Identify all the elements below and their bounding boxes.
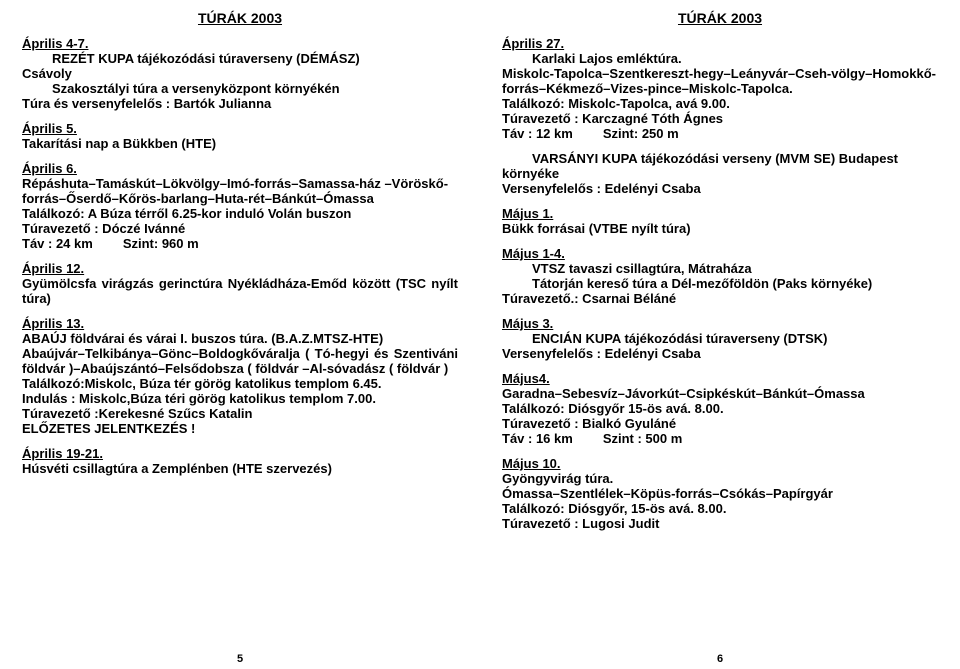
line: Bükk forrásai (VTBE nyílt túra)	[502, 221, 691, 236]
entry-apr-4-7: Április 4-7. REZÉT KUPA tájékozódási túr…	[22, 36, 458, 111]
line: Karlaki Lajos emléktúra.	[502, 51, 938, 66]
entry-apr-12: Április 12. Gyümölcsfa virágzás gerinctú…	[22, 261, 458, 306]
line: Ómassa–Szentlélek–Köpüs-forrás–Csókás–Pa…	[502, 486, 833, 501]
line: Garadna–Sebesvíz–Jávorkút–Csipkéskút–Bán…	[502, 386, 865, 401]
entry-apr-5: Április 5. Takarítási nap a Bükkben (HTE…	[22, 121, 458, 151]
date: Május 10.	[502, 456, 561, 471]
date: Április 6.	[22, 161, 77, 176]
line: Túravezető : Bialkó Gyuláné	[502, 416, 676, 431]
line: Találkozó: Diósgyőr 15-ös avá. 8.00.	[502, 401, 724, 416]
entry-may-1-4: Május 1-4. VTSZ tavaszi csillagtúra, Mát…	[502, 246, 938, 306]
line: Répáshuta–Tamáskút–Lökvölgy–Imó-forrás–S…	[22, 176, 448, 206]
line: Indulás : Miskolc,Búza téri görög katoli…	[22, 391, 376, 406]
line: Találkozó: Miskolc-Tapolca, avá 9.00.	[502, 96, 730, 111]
line: Gyöngyvirág túra.	[502, 471, 613, 486]
line: REZÉT KUPA tájékozódási túraverseny (DÉM…	[22, 51, 458, 66]
line: Találkozó: A Búza térről 6.25-kor induló…	[22, 206, 351, 221]
line: Abaújvár–Telkibánya–Gönc–Boldogkőváralja…	[22, 346, 458, 376]
line: Versenyfelelős : Edelényi Csaba	[502, 181, 701, 196]
line: Túravezető : Dóczé Ivánné	[22, 221, 185, 236]
line: Szakosztályi túra a versenyközpont körny…	[22, 81, 458, 96]
date: Május 3.	[502, 316, 553, 331]
line: Túravezető : Lugosi Judit	[502, 516, 659, 531]
line: Túravezető :Kerekesné Szűcs Katalin	[22, 406, 252, 421]
line: Takarítási nap a Bükkben (HTE)	[22, 136, 216, 151]
line: Gyümölcsfa virágzás gerinctúra Nyékládhá…	[22, 276, 458, 306]
line: Túravezető : Karczagné Tóth Ágnes	[502, 111, 723, 126]
entry-apr-27: Április 27. Karlaki Lajos emléktúra. Mis…	[502, 36, 938, 141]
entry-varsanyi: VARSÁNYI KUPA tájékozódási verseny (MVM …	[502, 151, 938, 196]
date: Április 19-21.	[22, 446, 103, 461]
date: Május4.	[502, 371, 550, 386]
date: Április 27.	[502, 36, 564, 51]
entry-may-10: Május 10. Gyöngyvirág túra. Ómassa–Szent…	[502, 456, 938, 531]
date: Április 5.	[22, 121, 77, 136]
page-title-left: TÚRÁK 2003	[22, 10, 458, 26]
line: Túravezető.: Csarnai Béláné	[502, 291, 676, 306]
line: Szint : 500 m	[603, 431, 682, 446]
entry-apr-6: Április 6. Répáshuta–Tamáskút–Lökvölgy–I…	[22, 161, 458, 251]
page-title-right: TÚRÁK 2003	[502, 10, 938, 26]
line: Tátorján kereső túra a Dél-mezőföldön (P…	[502, 276, 938, 291]
line: Találkozó:Miskolc, Búza tér görög katoli…	[22, 376, 382, 391]
page-container: TÚRÁK 2003 Április 4-7. REZÉT KUPA tájék…	[0, 0, 960, 669]
line: Találkozó: Diósgyőr, 15-ös avá. 8.00.	[502, 501, 726, 516]
line: Táv : 24 km	[22, 236, 93, 251]
date: Április 4-7.	[22, 36, 88, 51]
line: VARSÁNYI KUPA tájékozódási verseny (MVM …	[502, 151, 938, 181]
page-right: TÚRÁK 2003 Április 27. Karlaki Lajos eml…	[480, 0, 960, 669]
entry-apr-19-21: Április 19-21. Húsvéti csillagtúra a Zem…	[22, 446, 458, 476]
page-number-left: 5	[0, 653, 480, 665]
line: Húsvéti csillagtúra a Zemplénben (HTE sz…	[22, 461, 332, 476]
entry-may-4: Május4. Garadna–Sebesvíz–Jávorkút–Csipké…	[502, 371, 938, 446]
line: ELŐZETES JELENTKEZÉS !	[22, 421, 195, 436]
line: ABAÚJ földvárai és várai I. buszos túra.…	[22, 331, 383, 346]
date: Április 13.	[22, 316, 84, 331]
entry-apr-13: Április 13. ABAÚJ földvárai és várai I. …	[22, 316, 458, 436]
entry-may-1: Május 1. Bükk forrásai (VTBE nyílt túra)	[502, 206, 938, 236]
line: Szint: 250 m	[603, 126, 679, 141]
line: VTSZ tavaszi csillagtúra, Mátraháza	[502, 261, 938, 276]
line: Szint: 960 m	[123, 236, 199, 251]
date: Április 12.	[22, 261, 84, 276]
entry-may-3: Május 3. ENCIÁN KUPA tájékozódási túrave…	[502, 316, 938, 361]
line: Túra és versenyfelelős : Bartók Julianna	[22, 96, 271, 111]
line: ENCIÁN KUPA tájékozódási túraverseny (DT…	[502, 331, 938, 346]
line: Táv : 12 km	[502, 126, 573, 141]
date: Május 1.	[502, 206, 553, 221]
page-number-right: 6	[480, 653, 960, 665]
line: Miskolc-Tapolca–Szentkereszt-hegy–Leányv…	[502, 66, 936, 96]
line: Táv : 16 km	[502, 431, 573, 446]
line: Versenyfelelős : Edelényi Csaba	[502, 346, 701, 361]
page-left: TÚRÁK 2003 Április 4-7. REZÉT KUPA tájék…	[0, 0, 480, 669]
date: Május 1-4.	[502, 246, 565, 261]
line: Csávoly	[22, 66, 72, 81]
